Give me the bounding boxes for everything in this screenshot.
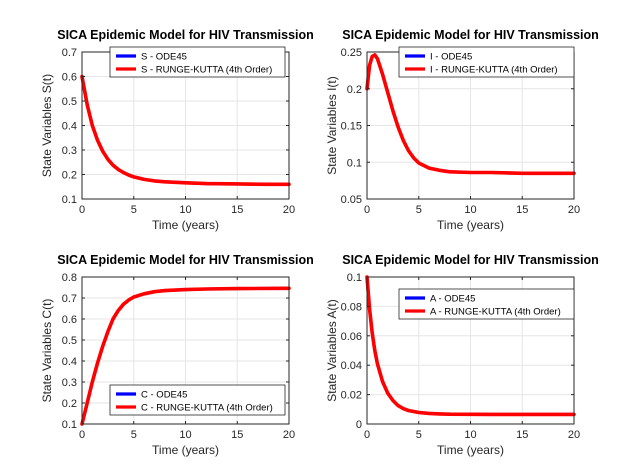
- x-axis-label: Time (years): [437, 443, 504, 457]
- x-tick-label: 20: [568, 429, 580, 441]
- y-axis-label: State Variables S(t): [40, 74, 54, 177]
- x-tick-label: 20: [568, 204, 580, 216]
- y-tick-label: 0.1: [347, 272, 362, 284]
- y-tick-label: 0.7: [62, 293, 77, 305]
- y-axis-label: State Variables A(t): [325, 299, 339, 402]
- x-tick-label: 10: [464, 204, 476, 216]
- x-tick-label: 5: [416, 204, 422, 216]
- legend-box: [109, 384, 286, 416]
- x-tick-label: 10: [464, 429, 476, 441]
- y-tick-label: 0.4: [62, 356, 77, 368]
- x-tick-label: 10: [179, 429, 191, 441]
- legend: I - ODE45 I - RUNGE-KUTTA (4th Order): [398, 46, 575, 78]
- y-axis-label: State Variables C(t): [40, 299, 54, 403]
- subplot-4: 0 5 10 15 20 0 0.02 0.04 0.06 0.08 0.1 SICA Epidemi…: [325, 253, 599, 457]
- x-tick-label: 15: [516, 204, 528, 216]
- x-tick-label: 15: [231, 204, 243, 216]
- subplot-2: 0 5 10 15 20 0.05 0.1 0.15 0.2 0.25 SICA Epidemic …: [325, 28, 599, 232]
- x-axis-label: Time (years): [152, 443, 219, 457]
- x-tick-label: 15: [516, 429, 528, 441]
- series-line-rk4: [365, 53, 576, 176]
- legend-label: C - ODE45: [141, 390, 187, 401]
- x-tick-label: 5: [131, 429, 137, 441]
- series-line-rk4: [80, 286, 291, 426]
- legend-box: [109, 46, 286, 78]
- y-tick-label: 0.04: [341, 360, 362, 372]
- x-tick-label: 0: [79, 429, 85, 441]
- subplot-3: 0 5 10 15 20 0.1 0.2 0.3 0.4 0.5 0.6 0.7 0.8 SICA Epi…: [40, 253, 314, 457]
- y-tick-label: 0.25: [341, 47, 362, 59]
- legend: A - ODE45 A - RUNGE-KUTTA (4th Order): [398, 288, 575, 320]
- legend: S - ODE45 S - RUNGE-KUTTA (4th Order): [109, 46, 286, 78]
- y-tick-label: 0.1: [62, 194, 77, 206]
- legend-label: A - ODE45: [430, 294, 475, 305]
- x-tick-label: 5: [131, 204, 137, 216]
- y-tick-label: 0.02: [341, 390, 362, 402]
- x-tick-label: 15: [231, 429, 243, 441]
- y-axis-label: State Variables I(t): [325, 76, 339, 174]
- legend-label: S - RUNGE-KUTTA (4th Order): [141, 65, 272, 76]
- legend-box: [398, 288, 575, 320]
- y-tick-label: 0.1: [347, 157, 362, 169]
- y-tick-label: 0.2: [62, 398, 77, 410]
- legend-label: I - RUNGE-KUTTA (4th Order): [430, 65, 558, 76]
- y-tick-label: 0.08: [341, 301, 362, 313]
- legend-label: A - RUNGE-KUTTA (4th Order): [430, 307, 561, 318]
- y-tick-label: 0.6: [62, 314, 77, 326]
- x-tick-label: 10: [179, 204, 191, 216]
- x-axis-label: Time (years): [437, 218, 504, 232]
- y-tick-label: 0.06: [341, 331, 362, 343]
- legend-label: S - ODE45: [141, 52, 187, 63]
- y-tick-label: 0: [356, 419, 362, 431]
- legend-label: C - RUNGE-KUTTA (4th Order): [141, 403, 273, 414]
- y-tick-label: 0.2: [62, 170, 77, 182]
- y-tick-label: 0.4: [62, 121, 77, 133]
- legend-label: I - ODE45: [430, 52, 472, 63]
- x-tick-label: 0: [364, 429, 370, 441]
- x-tick-label: 20: [283, 204, 295, 216]
- y-tick-label: 0.6: [62, 72, 77, 84]
- y-tick-label: 0.2: [347, 84, 362, 96]
- series-line-rk4: [365, 275, 576, 417]
- chart-title: SICA Epidemic Model for HIV Transmission: [342, 28, 599, 42]
- legend-box: [398, 46, 575, 78]
- y-tick-label: 0.5: [62, 96, 77, 108]
- y-tick-label: 0.15: [341, 121, 362, 133]
- y-tick-label: 0.8: [62, 272, 77, 284]
- x-tick-label: 0: [79, 204, 85, 216]
- y-tick-label: 0.05: [341, 194, 362, 206]
- x-tick-label: 20: [283, 429, 295, 441]
- x-tick-label: 5: [416, 429, 422, 441]
- y-tick-label: 0.7: [62, 47, 77, 59]
- chart-title: SICA Epidemic Model for HIV Transmission: [57, 253, 314, 267]
- y-tick-label: 0.1: [62, 419, 77, 431]
- y-tick-label: 0.3: [62, 377, 77, 389]
- x-axis-label: Time (years): [152, 218, 219, 232]
- y-tick-label: 0.3: [62, 145, 77, 157]
- legend: C - ODE45 C - RUNGE-KUTTA (4th Order): [109, 384, 286, 416]
- x-tick-label: 0: [364, 204, 370, 216]
- series-line-rk4: [80, 74, 291, 187]
- y-tick-label: 0.5: [62, 335, 77, 347]
- subplot-1: 0 5 10 15 20 0.1 0.2 0.3 0.4 0.5 0.6 0.7 SICA Epidem…: [40, 28, 314, 232]
- chart-title: SICA Epidemic Model for HIV Transmission: [342, 253, 599, 267]
- chart-title: SICA Epidemic Model for HIV Transmission: [57, 28, 314, 42]
